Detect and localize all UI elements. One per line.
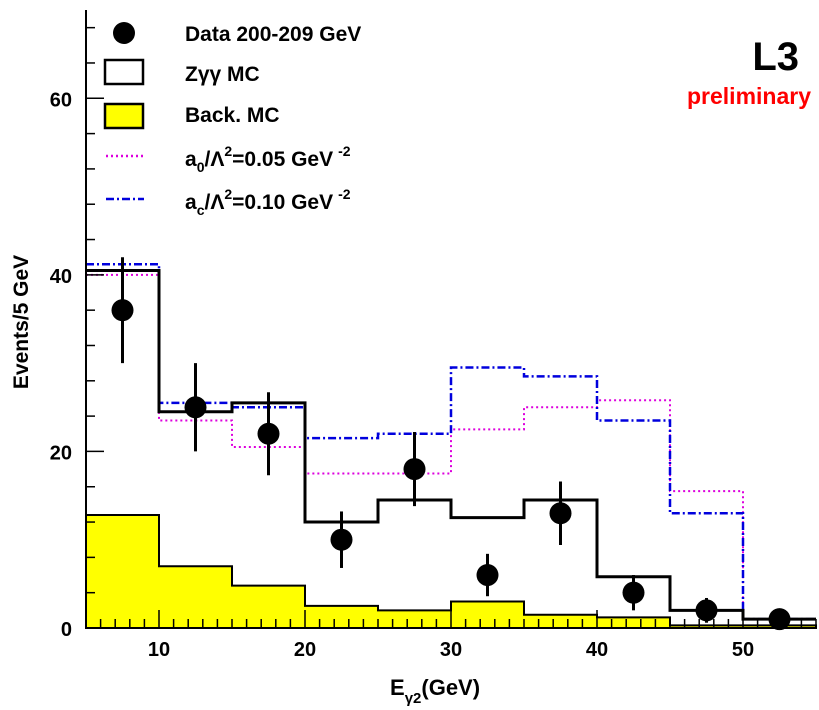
data-point — [549, 502, 572, 525]
x-tick-label: 50 — [732, 639, 754, 661]
data-points-layer — [111, 257, 791, 631]
legend-label-a0: a0/Λ2=0.05 GeV -2 — [185, 143, 351, 175]
x-tick-label: 10 — [148, 639, 170, 661]
legend-label-ac: ac/Λ2=0.10 GeV -2 — [185, 186, 351, 218]
y-tick-label: 20 — [50, 442, 72, 464]
legend-label-zgg: Zγγ MC — [185, 63, 260, 86]
legend-label-data: Data 200-209 GeV — [185, 23, 361, 46]
data-point — [476, 564, 499, 587]
data-point — [257, 422, 280, 445]
data-point — [403, 458, 426, 481]
legend-marker-back — [103, 102, 145, 130]
x-tick-label: 40 — [586, 639, 608, 661]
legend-marker-data — [113, 22, 135, 44]
legend-label-back: Back. MC — [185, 104, 280, 127]
experiment-label: L3 — [752, 35, 799, 79]
background-histogram-layer — [85, 513, 817, 629]
histogram-back-mc — [85, 513, 817, 629]
data-point — [622, 581, 645, 604]
y-tick-label: 0 — [61, 619, 72, 641]
histogram-lines-layer — [86, 263, 816, 621]
legend: Data 200-209 GeV Zγγ MC Back. MC a0/Λ2=0… — [103, 22, 361, 218]
x-axis-label: Eγ2(GeV) — [390, 675, 480, 707]
y-axis-label: Events/5 GeV — [10, 255, 33, 389]
histogram-solid — [86, 268, 816, 621]
y-tick-label: 60 — [50, 89, 72, 111]
data-point — [184, 396, 207, 419]
y-tick-label: 40 — [50, 266, 72, 288]
status-label: preliminary — [687, 83, 811, 109]
data-point — [695, 599, 718, 622]
data-point — [111, 299, 134, 322]
ticks-layer: 10 20 30 40 50 0 20 40 60 — [50, 26, 817, 661]
data-point — [768, 608, 791, 631]
x-tick-label: 20 — [294, 639, 316, 661]
histogram-dotted — [86, 273, 816, 621]
x-tick-label: 30 — [440, 639, 462, 661]
legend-marker-zgg — [103, 58, 145, 86]
data-point — [330, 528, 353, 551]
